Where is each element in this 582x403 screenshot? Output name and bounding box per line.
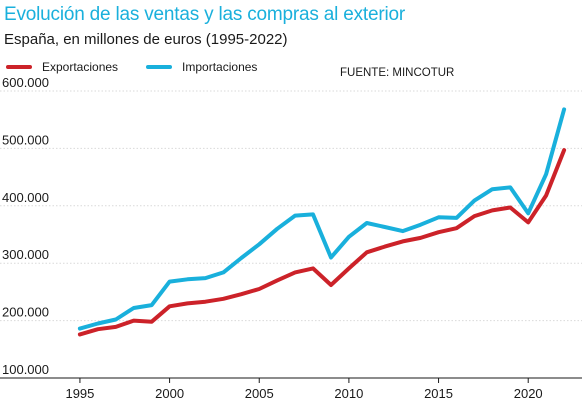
x-tick-label: 2010 [334, 386, 363, 401]
y-tick-label: 100.000 [2, 362, 49, 377]
chart-title: Evolución de las ventas y las compras al… [4, 4, 406, 25]
x-tick-label: 1995 [65, 386, 94, 401]
legend-swatch-exportaciones [6, 65, 32, 69]
legend-swatch-importaciones [146, 65, 173, 69]
y-tick-label: 400.000 [2, 190, 49, 205]
chart-subtitle: España, en millones de euros (1995-2022) [4, 31, 288, 48]
legend-item-importaciones: Importaciones [146, 60, 257, 74]
y-tick-label: 600.000 [2, 75, 49, 90]
x-tick-label: 2015 [424, 386, 453, 401]
legend-item-exportaciones: Exportaciones [6, 60, 118, 74]
chart-legend: Exportaciones Importaciones [6, 58, 285, 76]
series-line-exportaciones [77, 148, 567, 337]
legend-label-importaciones: Importaciones [182, 60, 258, 74]
y-tick-label: 200.000 [2, 305, 49, 320]
chart-source: FUENTE: MINCOTUR [340, 67, 455, 79]
series-line-importaciones [77, 107, 567, 331]
x-tick-label: 2000 [155, 386, 184, 401]
x-tick-label: 2020 [514, 386, 543, 401]
y-tick-label: 300.000 [2, 247, 49, 262]
y-tick-label: 500.000 [2, 132, 49, 147]
x-tick-label: 2005 [245, 386, 274, 401]
legend-label-exportaciones: Exportaciones [42, 60, 119, 74]
